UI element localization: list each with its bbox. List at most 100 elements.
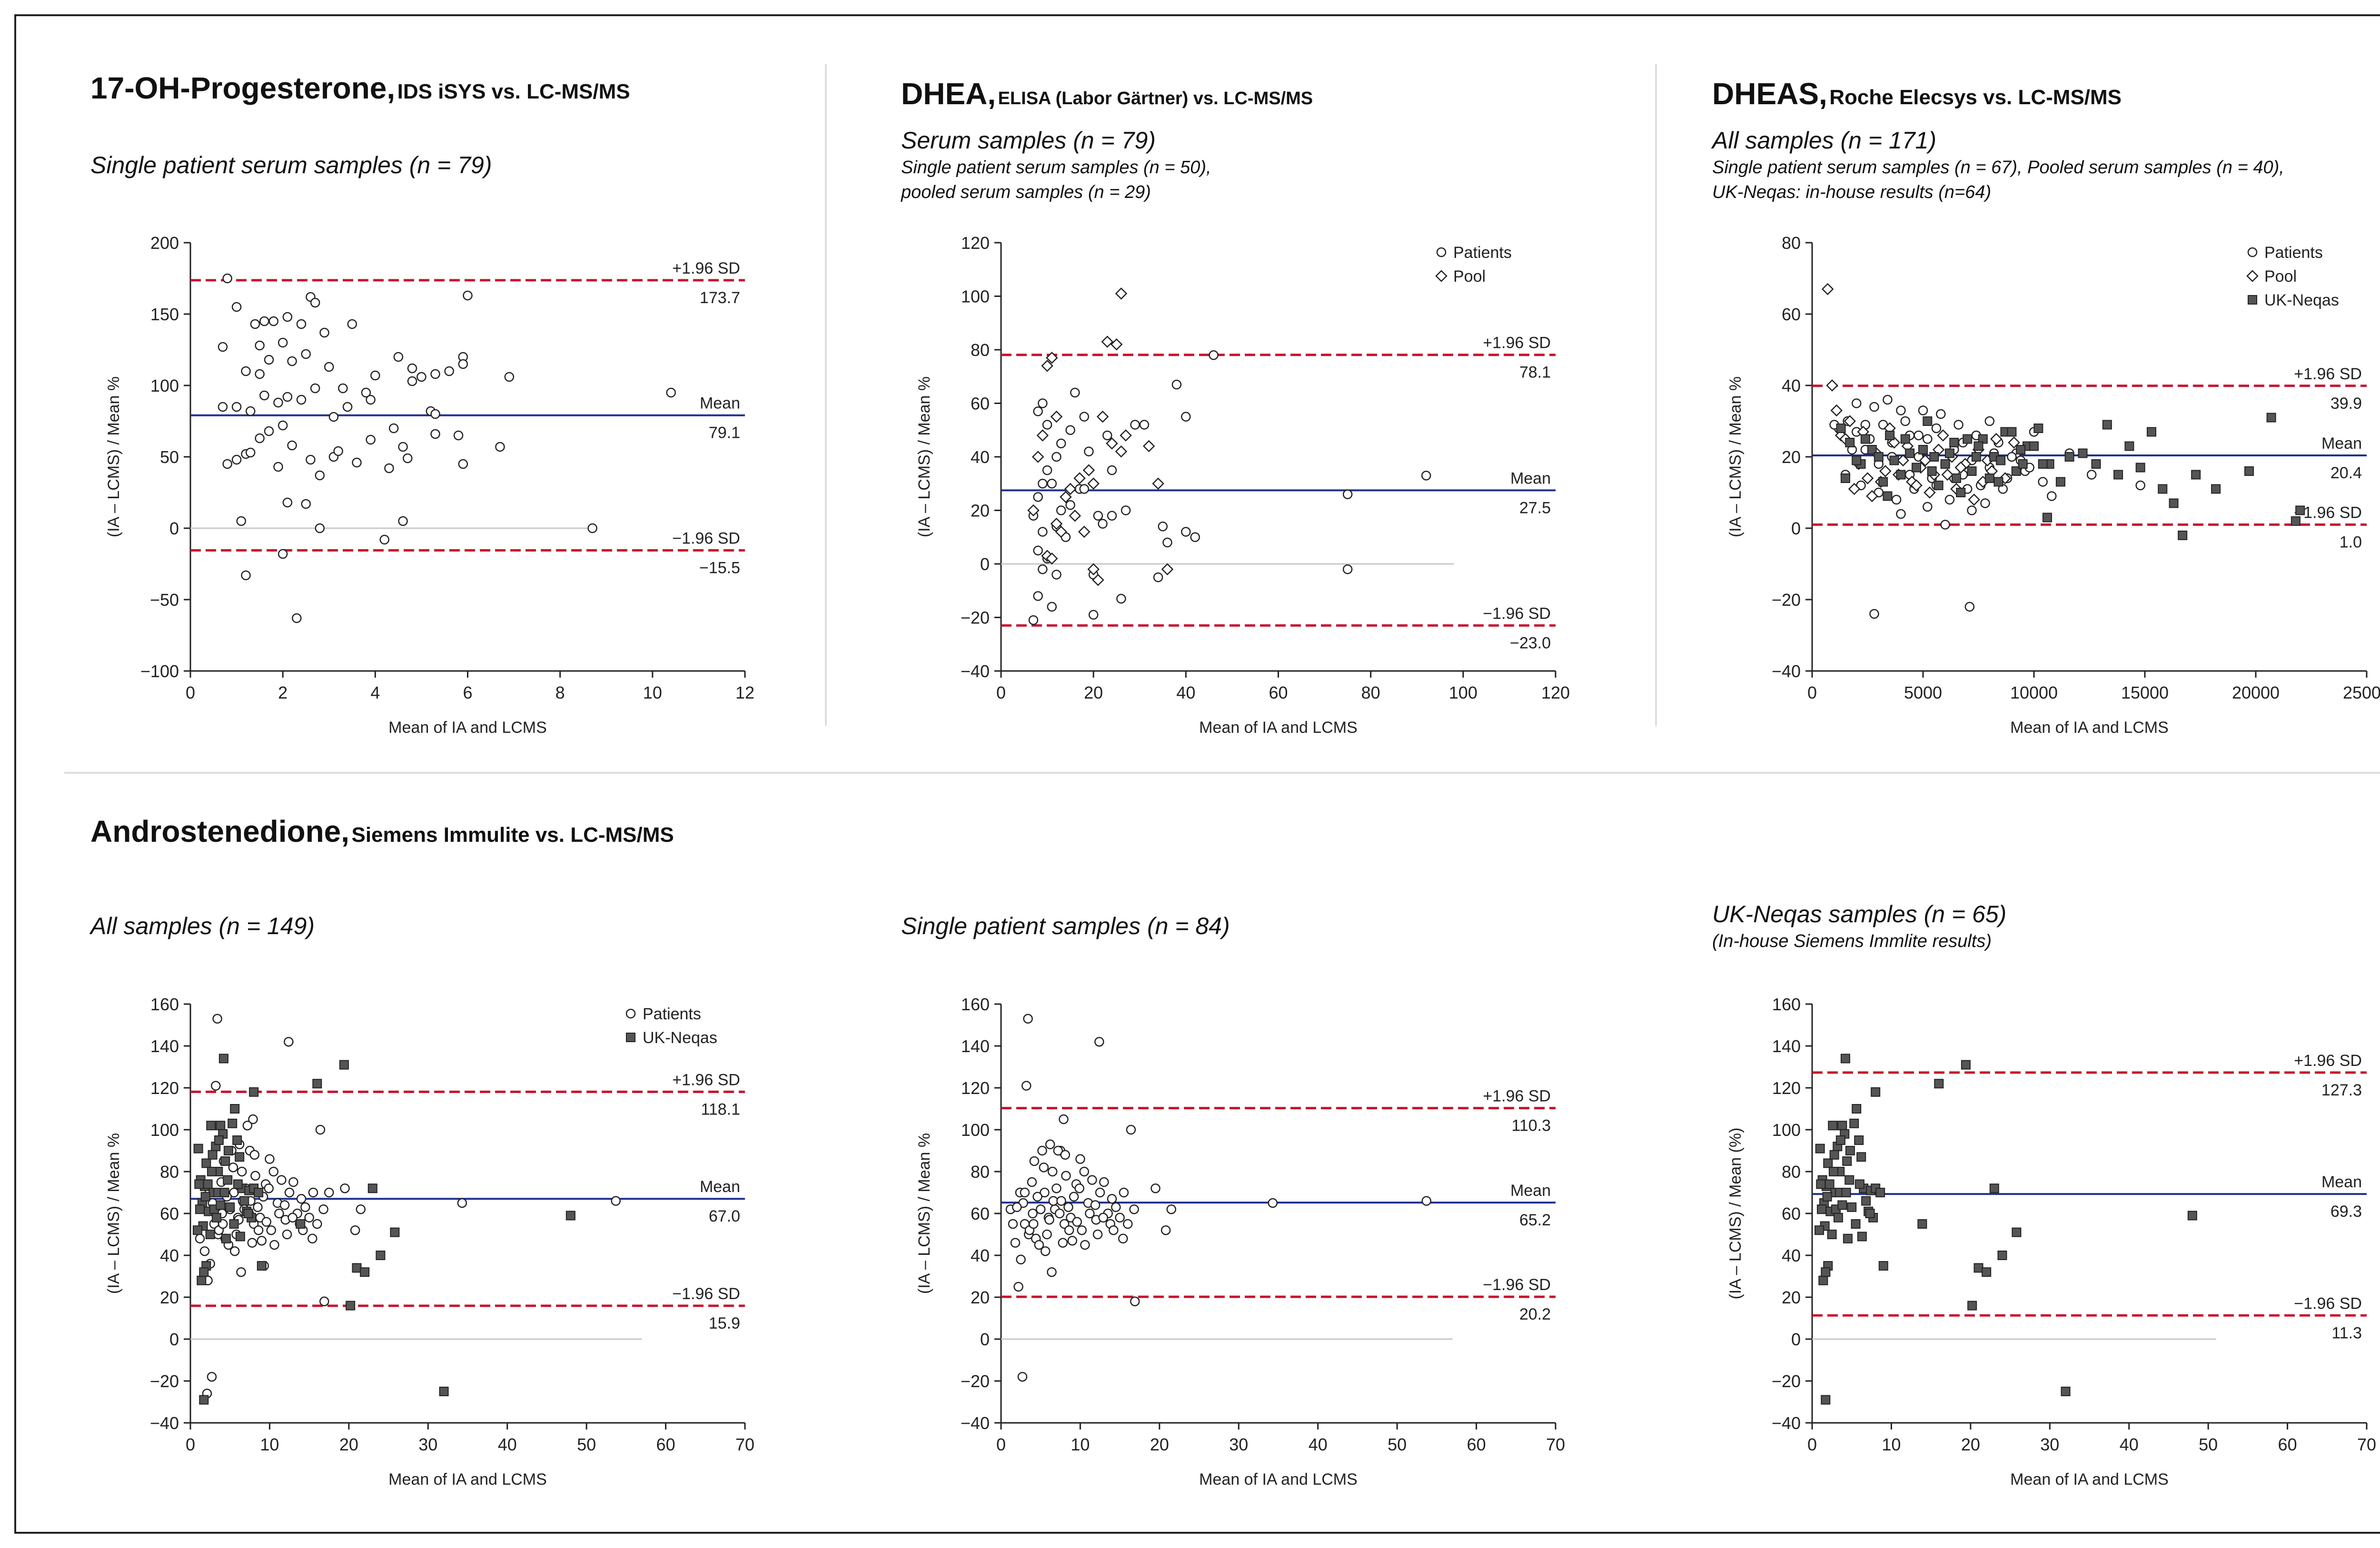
data-point <box>257 1261 267 1271</box>
x-tick-label: 12 <box>735 683 754 702</box>
data-point <box>230 1104 240 1114</box>
data-point <box>1166 1204 1177 1214</box>
data-point <box>1989 1183 1999 1193</box>
data-point <box>1821 1395 1831 1405</box>
data-point <box>2113 470 2123 480</box>
x-tick-label: 50 <box>577 1435 596 1454</box>
data-point <box>1074 1183 1085 1193</box>
data-point <box>1918 405 1928 415</box>
data-point <box>223 1146 233 1155</box>
legend-label: Pool <box>1453 267 1486 286</box>
x-tick-label: 10 <box>643 683 662 702</box>
data-point <box>416 372 426 382</box>
x-axis-label: Mean of IA and LCMS <box>2010 1470 2169 1489</box>
data-point <box>376 1251 386 1260</box>
x-tick-label: 20 <box>1150 1435 1169 1454</box>
x-tick-label: 15000 <box>2121 683 2169 702</box>
x-tick-label: 100 <box>1449 683 1478 702</box>
data-point <box>1107 465 1117 475</box>
data-point <box>1035 1204 1046 1214</box>
data-point <box>315 523 325 533</box>
data-point <box>1851 1219 1861 1229</box>
data-point <box>1110 338 1123 351</box>
data-point <box>1045 1139 1055 1150</box>
y-axis-label: (IA – LCMS) / Mean % <box>915 376 933 537</box>
data-point <box>1883 491 1893 501</box>
y-tick-label: −50 <box>150 590 179 610</box>
data-point <box>1079 484 1089 494</box>
data-point <box>1027 504 1040 517</box>
data-point <box>1038 398 1048 408</box>
x-tick-label: 0 <box>996 1435 1006 1454</box>
plot-dheas: −40 −20 0 20 40 60 80 0 5000 10000 15000 20000 25000… <box>1726 233 2380 737</box>
row-divider <box>64 772 2380 774</box>
data-point <box>228 1118 238 1128</box>
data-point <box>1016 1254 1026 1265</box>
data-point <box>2078 448 2088 458</box>
data-point <box>1181 527 1191 537</box>
data-point <box>2135 463 2145 473</box>
x-tick-label: 30 <box>418 1435 437 1454</box>
lower-loa-value: 11.3 <box>2331 1324 2362 1342</box>
mean-value: 67.0 <box>709 1207 740 1225</box>
data-point <box>1837 1121 1847 1131</box>
y-tick-label: 40 <box>1782 376 1801 395</box>
data-point <box>245 447 256 458</box>
y-tick-label: −20 <box>150 1371 179 1391</box>
data-point <box>203 1179 213 1189</box>
data-point <box>1077 1225 1087 1235</box>
legend-marker <box>625 1008 636 1019</box>
data-point <box>360 1267 370 1277</box>
data-point <box>2086 470 2097 480</box>
data-point <box>2244 466 2254 476</box>
data-point <box>1075 1154 1085 1164</box>
data-point <box>1912 463 1922 473</box>
data-point <box>1848 483 1861 495</box>
data-point <box>247 1238 258 1248</box>
y-tick-label: 0 <box>169 1330 179 1349</box>
lower-loa-value: −15.5 <box>699 559 740 577</box>
title-sub: Roche Elecsys vs. LC-MS/MS <box>1829 86 2122 109</box>
data-point <box>388 423 399 434</box>
data-point <box>430 429 440 439</box>
data-point <box>228 1162 238 1173</box>
title-main: Androstenedione, <box>90 814 350 848</box>
data-point <box>1968 493 1980 506</box>
data-point <box>1047 601 1057 612</box>
y-tick-label: 120 <box>961 1078 990 1098</box>
desc-line-1: All samples (n = 171) <box>1712 127 1937 154</box>
y-tick-label: 0 <box>1791 1330 1801 1349</box>
data-point <box>1823 1158 1833 1168</box>
data-point <box>1093 511 1103 521</box>
upper-loa-value: 78.1 <box>1519 364 1551 382</box>
panel-desc-andro-all: All samples (n = 149) <box>90 911 315 941</box>
y-tick-label: 40 <box>1782 1246 1801 1265</box>
data-point <box>1111 1202 1121 1213</box>
x-axis-label: Mean of IA and LCMS <box>2010 719 2169 737</box>
x-tick-label: 40 <box>1309 1435 1328 1454</box>
data-point <box>1822 1192 1832 1202</box>
data-point <box>1109 1225 1119 1235</box>
data-point <box>2029 441 2039 451</box>
data-point <box>2135 480 2145 491</box>
legend-marker <box>2248 295 2257 305</box>
data-point <box>1047 1267 1057 1277</box>
data-point <box>1891 494 1902 505</box>
y-tick-label: 100 <box>150 376 179 395</box>
data-point <box>1102 430 1112 441</box>
y-tick-label: 140 <box>150 1036 179 1056</box>
data-point <box>1982 1267 1992 1277</box>
data-point <box>1098 519 1108 529</box>
upper-loa-label: +1.96 SD <box>672 259 740 277</box>
data-point <box>1119 1187 1129 1198</box>
lower-loa-label: −1.96 SD <box>672 1285 740 1303</box>
y-tick-label: −20 <box>961 608 990 628</box>
y-tick-label: 40 <box>971 447 990 467</box>
data-point <box>225 1202 235 1212</box>
data-point <box>1087 477 1100 490</box>
data-point <box>241 570 251 581</box>
data-point <box>236 1267 246 1277</box>
data-point <box>1050 517 1063 530</box>
data-point <box>1064 483 1077 495</box>
mean-value: 69.3 <box>2330 1203 2362 1221</box>
